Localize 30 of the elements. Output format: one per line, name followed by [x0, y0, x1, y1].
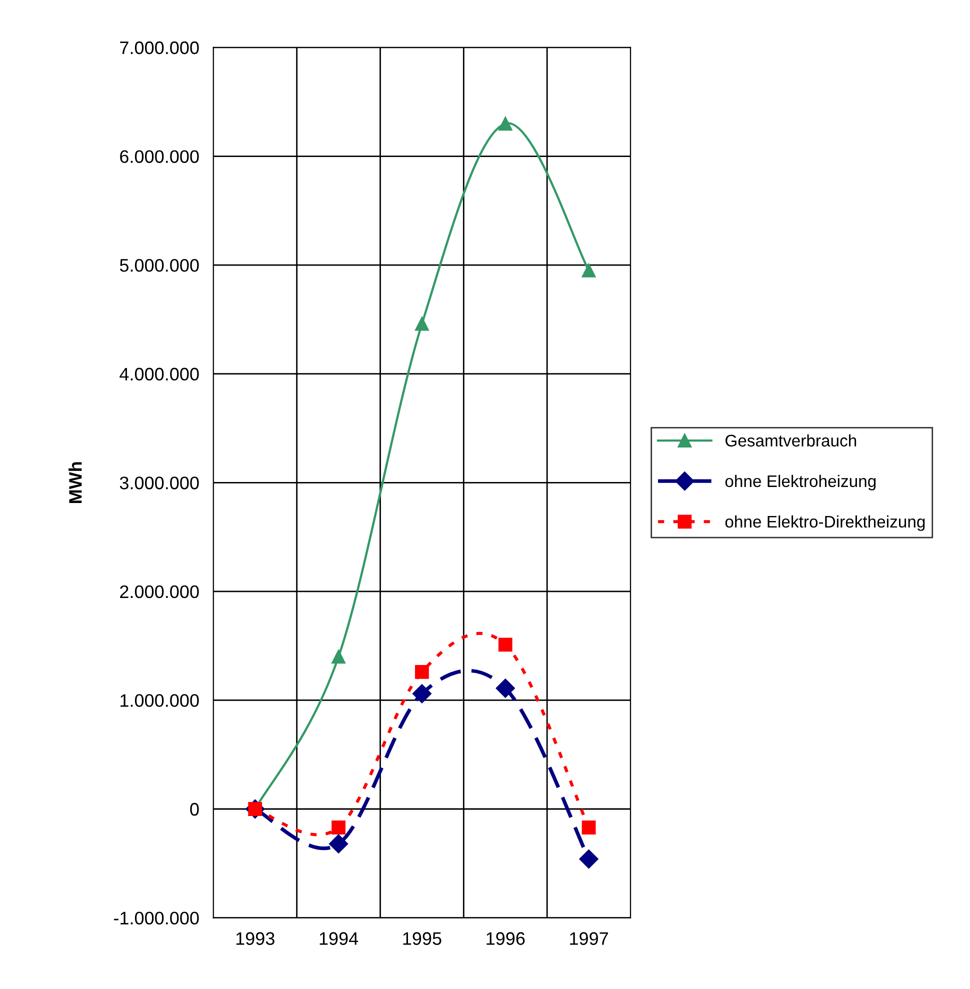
y-tick-label: 0	[190, 802, 199, 816]
point	[498, 116, 512, 131]
y-tick-label: 2.000.000	[120, 585, 199, 598]
x-tick-label: 1994	[320, 932, 358, 945]
y-tick-label: 1.000.000	[120, 694, 199, 707]
point	[415, 316, 429, 331]
point	[412, 684, 432, 704]
point	[332, 820, 346, 834]
y-tick-label: 5.000.000	[120, 258, 199, 272]
y-tick-label: 3.000.000	[120, 476, 199, 490]
x-tick-label: 1997	[570, 932, 608, 945]
legend-label: ohne Elektroheizung	[725, 474, 876, 490]
point	[498, 638, 512, 652]
x-tick-label: 1995	[403, 932, 442, 945]
x-tick-label: 1996	[486, 932, 525, 945]
y-axis-title: MWh	[68, 462, 82, 503]
point	[582, 820, 596, 834]
x-tick-label: 1993	[236, 932, 274, 945]
y-tick-label: 7.000.000	[120, 41, 199, 54]
point	[579, 850, 598, 869]
point	[332, 650, 346, 664]
point	[496, 678, 515, 698]
point	[582, 264, 596, 278]
y-tick-label: -1.000.000	[114, 912, 199, 925]
point	[415, 664, 429, 679]
y-tick-label: 6.000.000	[120, 150, 199, 163]
legend-label: ohne Elektro-Direktheizung	[725, 515, 925, 531]
legend-label: Gesamtverbrauch	[726, 434, 856, 447]
y-tick-label: 4.000.000	[120, 368, 199, 381]
point	[328, 834, 348, 854]
